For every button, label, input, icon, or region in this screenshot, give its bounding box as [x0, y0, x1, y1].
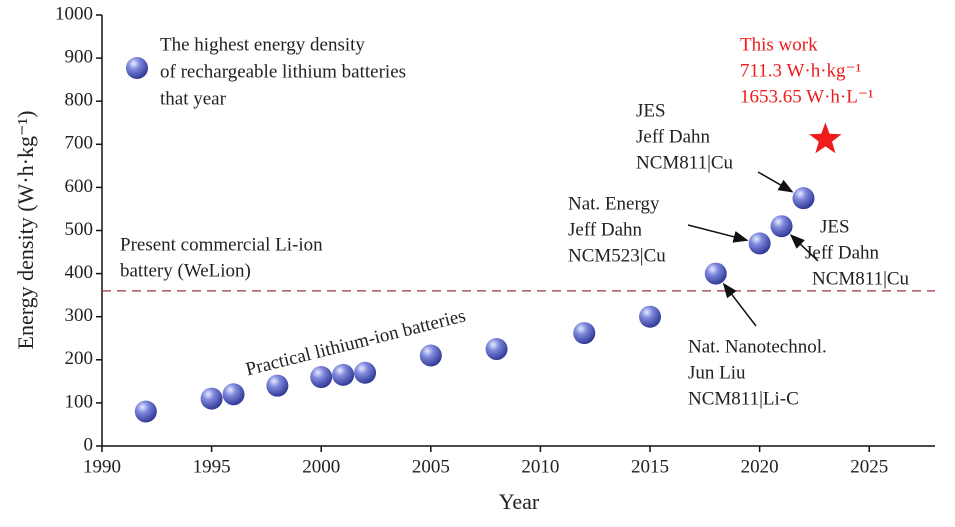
annotation-arrow [757, 171, 794, 193]
annotation: NCM523|Cu [568, 245, 666, 266]
data-point [639, 305, 662, 328]
annotation-arrow [789, 234, 819, 262]
x-tick-label: 2015 [631, 456, 669, 477]
data-point [332, 363, 355, 386]
x-tick-label: 1990 [83, 456, 121, 477]
y-tick-label: 100 [65, 391, 94, 412]
data-point [704, 262, 727, 285]
data-point [310, 366, 333, 389]
data-point [134, 400, 157, 423]
y-tick-label: 500 [65, 219, 94, 240]
y-tick-label: 900 [65, 46, 94, 67]
y-tick-label: 700 [65, 133, 94, 154]
star-label: This work [740, 34, 818, 55]
annotation: NCM811|Cu [636, 152, 734, 173]
legend-label: that year [160, 88, 227, 109]
annotation: Jeff Dahn [568, 219, 643, 240]
reference-label: battery (WeLion) [120, 260, 251, 281]
y-tick-label: 1000 [55, 3, 93, 24]
y-tick-label: 200 [65, 348, 94, 369]
annotation-arrow [722, 282, 757, 327]
annotation: Jun Liu [688, 362, 746, 383]
annotation: NCM811|Cu [812, 268, 910, 289]
annotation: Jeff Dahn [636, 126, 711, 147]
legend-marker [126, 57, 148, 79]
star-label: 711.3 W·h·kg⁻¹ [740, 60, 862, 81]
x-tick-label: 2020 [741, 456, 779, 477]
annotation-arrow [687, 224, 749, 243]
x-tick-label: 2000 [302, 456, 340, 477]
data-point [222, 383, 245, 406]
y-tick-label: 300 [65, 305, 94, 326]
annotation: NCM811|Li-C [688, 388, 799, 409]
y-axis-label: Energy density (W·h·kg⁻¹) [13, 111, 38, 350]
x-axis-label: Year [499, 489, 540, 514]
annotation: JES [636, 100, 666, 121]
data-point [419, 344, 442, 367]
legend-label: of rechargeable lithium batteries [160, 61, 406, 82]
star-label: 1653.65 W·h·L⁻¹ [740, 86, 874, 107]
data-point [200, 387, 223, 410]
data-point [485, 338, 508, 361]
data-point [792, 187, 815, 210]
data-point [573, 322, 596, 345]
annotation: Nat. Nanotechnol. [688, 336, 827, 357]
star-marker [809, 122, 842, 154]
annotation: JES [820, 216, 850, 237]
x-tick-label: 1995 [193, 456, 231, 477]
annotation: Nat. Energy [568, 193, 660, 214]
y-tick-label: 800 [65, 90, 94, 111]
x-tick-label: 2025 [850, 456, 888, 477]
reference-label: Present commercial Li-ion [120, 234, 323, 255]
y-tick-label: 0 [84, 434, 94, 455]
annotation: Jeff Dahn [805, 242, 880, 263]
data-point [748, 232, 771, 255]
x-tick-label: 2005 [412, 456, 450, 477]
x-tick-label: 2010 [521, 456, 559, 477]
y-tick-label: 400 [65, 262, 94, 283]
data-point [266, 374, 289, 397]
data-point [770, 215, 793, 238]
legend-label: The highest energy density [160, 34, 365, 55]
data-point [354, 361, 377, 384]
y-tick-label: 600 [65, 176, 94, 197]
